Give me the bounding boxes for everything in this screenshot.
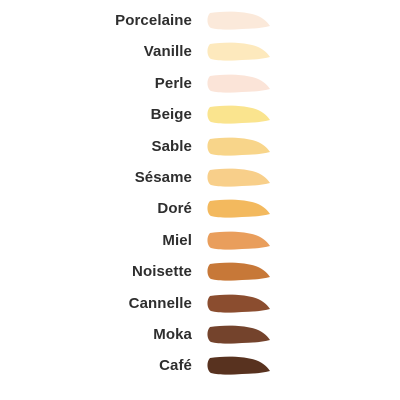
shade-swatch — [207, 294, 270, 313]
shade-label: Cannelle — [128, 294, 192, 312]
shade-row: Café — [0, 351, 400, 383]
shade-swatch-stroke — [207, 294, 270, 313]
shade-swatch-stroke — [207, 74, 270, 93]
shade-row: Beige — [0, 100, 400, 132]
shade-swatch — [207, 137, 270, 156]
shade-swatch — [207, 262, 270, 281]
shade-label: Café — [159, 357, 192, 375]
shade-swatch-stroke — [207, 42, 270, 62]
shade-row: Sable — [0, 132, 400, 164]
shade-swatch — [207, 74, 270, 93]
shade-label: Vanille — [143, 43, 192, 61]
shade-swatch-stroke — [207, 199, 270, 219]
shade-swatch-stroke — [207, 231, 270, 250]
shade-swatch-stroke — [207, 168, 270, 187]
shade-swatch — [207, 168, 270, 187]
shade-swatch — [207, 325, 270, 344]
shade-swatch-stroke — [207, 11, 270, 30]
shade-label: Doré — [157, 200, 192, 218]
shade-label: Miel — [162, 231, 192, 249]
shade-row: Noisette — [0, 257, 400, 289]
shade-label: Sésame — [134, 169, 192, 186]
shade-row: Porcelaine — [0, 6, 400, 38]
shade-swatch-stroke — [207, 325, 270, 344]
shade-row: Miel — [0, 226, 400, 258]
shade-row: Vanille — [0, 37, 400, 69]
shade-row: Doré — [0, 194, 400, 226]
shade-label: Noisette — [132, 263, 192, 281]
shade-swatch — [207, 199, 270, 219]
shade-label: Sable — [151, 137, 192, 155]
shade-row: Cannelle — [0, 289, 400, 321]
shade-label: Perle — [154, 74, 192, 92]
shade-label: Porcelaine — [115, 12, 192, 29]
shade-swatch — [207, 231, 270, 250]
shade-swatch — [207, 11, 270, 30]
shade-label: Moka — [153, 326, 192, 343]
shade-swatch-stroke — [207, 137, 270, 156]
shade-swatch-stroke — [207, 262, 270, 281]
shade-row: Moka — [0, 320, 400, 352]
shade-swatch-stroke — [207, 356, 270, 376]
shade-label: Beige — [150, 106, 192, 124]
shade-swatch — [207, 105, 270, 124]
shade-swatch — [207, 356, 270, 376]
shade-swatch — [207, 42, 270, 62]
shade-row: Perle — [0, 69, 400, 101]
shade-swatch-stroke — [207, 105, 270, 124]
shade-row: Sésame — [0, 163, 400, 195]
